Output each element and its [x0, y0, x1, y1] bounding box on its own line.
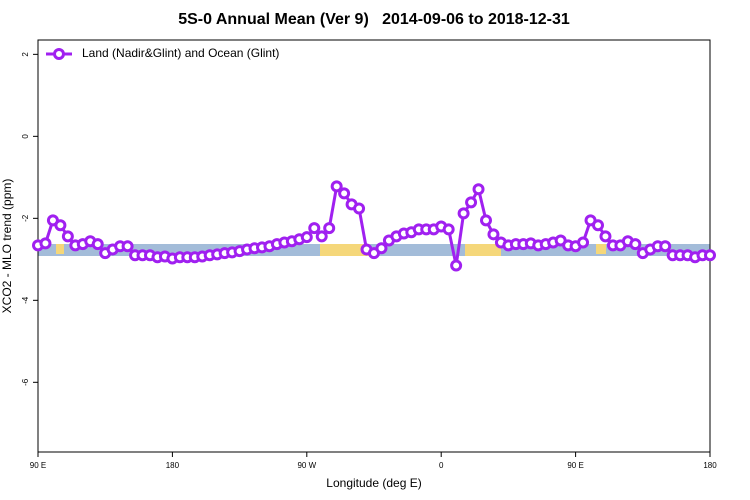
land-band [465, 244, 501, 256]
data-point [577, 236, 590, 249]
data-point [375, 242, 388, 255]
data-point [457, 207, 470, 220]
land-band [320, 244, 370, 256]
data-point [323, 222, 336, 235]
data-point [330, 180, 343, 193]
data-point [599, 230, 612, 243]
data-point [450, 259, 463, 272]
y-tick-label: 2 [21, 52, 30, 57]
land-band [596, 244, 606, 254]
y-tick-label: -2 [21, 214, 30, 222]
x-tick-label: 180 [166, 461, 180, 470]
data-point [91, 238, 104, 251]
chart-title: 5S-0 Annual Mean (Ver 9) 2014-09-06 to 2… [178, 11, 570, 28]
data-point [338, 187, 351, 200]
x-tick-label: 0 [439, 461, 444, 470]
data-point [300, 231, 313, 244]
data-point [39, 237, 52, 250]
data-point [54, 219, 67, 232]
data-point [659, 240, 672, 253]
data-point [442, 223, 455, 236]
data-point [704, 249, 716, 262]
x-axis-label: Longitude (deg E) [326, 476, 421, 490]
x-tick-label: 90 E [30, 461, 46, 470]
y-tick-label: -6 [21, 378, 30, 386]
data-point [480, 214, 492, 227]
data-point [465, 196, 478, 209]
data-point [472, 183, 485, 196]
y-tick-label: 0 [21, 134, 30, 139]
legend-marker [53, 48, 65, 60]
data-point [629, 238, 642, 251]
x-tick-label: 90 E [567, 461, 583, 470]
y-tick-label: -4 [21, 296, 30, 304]
data-point [61, 230, 74, 243]
data-point [315, 230, 328, 243]
y-axis-label: XCO2 - MLO trend (ppm) [0, 179, 14, 314]
data-point [487, 228, 500, 241]
land-band [56, 244, 64, 254]
x-tick-label: 180 [703, 461, 717, 470]
x-tick-label: 90 W [297, 461, 316, 470]
legend-label: Land (Nadir&Glint) and Ocean (Glint) [82, 46, 279, 60]
data-point [353, 202, 366, 215]
data-point [308, 222, 321, 235]
data-point [592, 219, 604, 232]
data-point [121, 240, 134, 253]
